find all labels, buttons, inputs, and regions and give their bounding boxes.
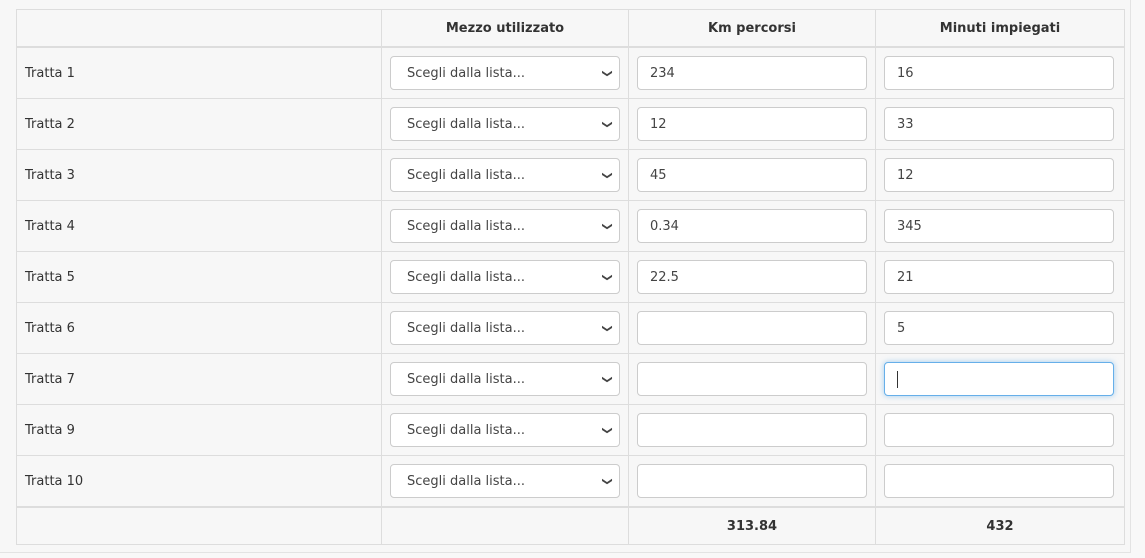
chevron-down-icon: ❯ [601,221,613,231]
mezzo-select[interactable]: Scegli dalla lista... ❯ [390,362,620,396]
chevron-down-icon: ❯ [601,425,613,435]
minuti-value: 12 [897,167,914,183]
km-input[interactable] [637,362,867,396]
totals-empty [381,506,629,545]
minuti-value: 16 [897,65,914,81]
select-value: Scegli dalla lista... [407,320,526,336]
km-value: 0.34 [650,218,679,234]
mezzo-select[interactable]: Scegli dalla lista... ❯ [390,464,620,498]
select-value: Scegli dalla lista... [407,167,526,183]
chevron-down-icon: ❯ [601,374,613,384]
minuti-input[interactable]: 5 [884,311,1114,345]
mezzo-select[interactable]: Scegli dalla lista... ❯ [390,209,620,243]
km-input[interactable] [637,464,867,498]
km-input[interactable]: 234 [637,56,867,90]
minuti-input[interactable]: 12 [884,158,1114,192]
mezzo-select[interactable]: Scegli dalla lista... ❯ [390,413,620,447]
minuti-input[interactable]: 33 [884,107,1114,141]
routes-table: Mezzo utilizzato Km percorsi Minuti impi… [16,9,1125,545]
mezzo-select[interactable]: Scegli dalla lista... ❯ [390,56,620,90]
select-value: Scegli dalla lista... [407,65,526,81]
table-row: Tratta 7 Scegli dalla lista... ❯ [16,353,1125,405]
km-input[interactable] [637,311,867,345]
select-value: Scegli dalla lista... [407,371,526,387]
km-value: 45 [650,167,667,183]
table-row: Tratta 1 Scegli dalla lista... ❯ 234 16 [16,46,1125,99]
chevron-down-icon: ❯ [601,272,613,282]
select-value: Scegli dalla lista... [407,116,526,132]
km-value: 234 [650,65,675,81]
table-row: Tratta 10 Scegli dalla lista... ❯ [16,455,1125,508]
row-label: Tratta 5 [16,251,382,303]
select-value: Scegli dalla lista... [407,422,526,438]
table-row: Tratta 6 Scegli dalla lista... ❯ 5 [16,302,1125,354]
km-value: 12 [650,116,667,132]
km-input[interactable]: 12 [637,107,867,141]
table-row: Tratta 9 Scegli dalla lista... ❯ [16,404,1125,456]
row-label: Tratta 6 [16,302,382,354]
row-label: Tratta 2 [16,98,382,150]
minuti-value: 33 [897,116,914,132]
header-minuti: Minuti impiegati [875,9,1125,48]
km-input[interactable]: 45 [637,158,867,192]
table-row: Tratta 4 Scegli dalla lista... ❯ 0.34 345 [16,200,1125,252]
header-mezzo: Mezzo utilizzato [381,9,629,48]
minuti-input[interactable] [884,413,1114,447]
totals-row: 313.84 432 [16,506,1125,545]
row-label: Tratta 9 [16,404,382,456]
chevron-down-icon: ❯ [601,68,613,78]
minuti-value: 5 [897,320,906,336]
mezzo-select[interactable]: Scegli dalla lista... ❯ [390,311,620,345]
minuti-value: 21 [897,269,914,285]
mezzo-select[interactable]: Scegli dalla lista... ❯ [390,107,620,141]
chevron-down-icon: ❯ [601,119,613,129]
header-label [16,9,382,48]
chevron-down-icon: ❯ [601,476,613,486]
table-row: Tratta 5 Scegli dalla lista... ❯ 22.5 21 [16,251,1125,303]
chevron-down-icon: ❯ [601,170,613,180]
minuti-input[interactable] [884,362,1114,396]
row-label: Tratta 4 [16,200,382,252]
totals-empty [16,506,382,545]
select-value: Scegli dalla lista... [407,269,526,285]
chevron-down-icon: ❯ [601,323,613,333]
minuti-value: 345 [897,218,922,234]
km-value: 22.5 [650,269,679,285]
minuti-input[interactable]: 345 [884,209,1114,243]
text-caret [897,370,898,388]
minuti-input[interactable]: 21 [884,260,1114,294]
mezzo-select[interactable]: Scegli dalla lista... ❯ [390,260,620,294]
header-row: Mezzo utilizzato Km percorsi Minuti impi… [16,9,1125,48]
table-row: Tratta 2 Scegli dalla lista... ❯ 12 33 [16,98,1125,150]
minuti-input[interactable] [884,464,1114,498]
table-row: Tratta 3 Scegli dalla lista... ❯ 45 12 [16,149,1125,201]
row-label: Tratta 10 [16,455,382,508]
row-label: Tratta 3 [16,149,382,201]
total-minuti: 432 [875,506,1125,545]
km-input[interactable] [637,413,867,447]
row-label: Tratta 7 [16,353,382,405]
minuti-input[interactable]: 16 [884,56,1114,90]
km-input[interactable]: 0.34 [637,209,867,243]
km-input[interactable]: 22.5 [637,260,867,294]
total-km: 313.84 [628,506,876,545]
select-value: Scegli dalla lista... [407,473,526,489]
header-km: Km percorsi [628,9,876,48]
row-label: Tratta 1 [16,46,382,99]
select-value: Scegli dalla lista... [407,218,526,234]
mezzo-select[interactable]: Scegli dalla lista... ❯ [390,158,620,192]
